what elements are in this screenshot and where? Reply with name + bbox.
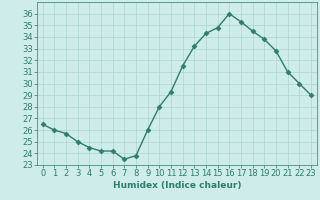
X-axis label: Humidex (Indice chaleur): Humidex (Indice chaleur) xyxy=(113,181,241,190)
